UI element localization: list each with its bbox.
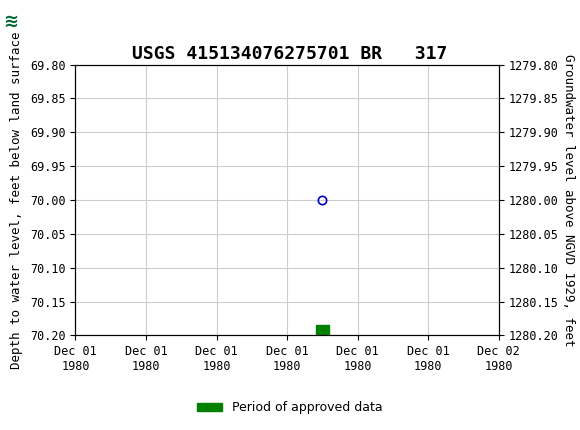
Text: ≋: ≋ xyxy=(3,12,19,31)
Bar xyxy=(316,325,329,342)
Bar xyxy=(2,3,45,42)
Text: USGS: USGS xyxy=(49,14,100,31)
Text: USGS 415134076275701 BR   317: USGS 415134076275701 BR 317 xyxy=(132,45,448,63)
Y-axis label: Groundwater level above NGVD 1929, feet: Groundwater level above NGVD 1929, feet xyxy=(562,54,575,346)
Legend: Period of approved data: Period of approved data xyxy=(192,396,388,419)
Y-axis label: Depth to water level, feet below land surface: Depth to water level, feet below land su… xyxy=(10,31,23,369)
